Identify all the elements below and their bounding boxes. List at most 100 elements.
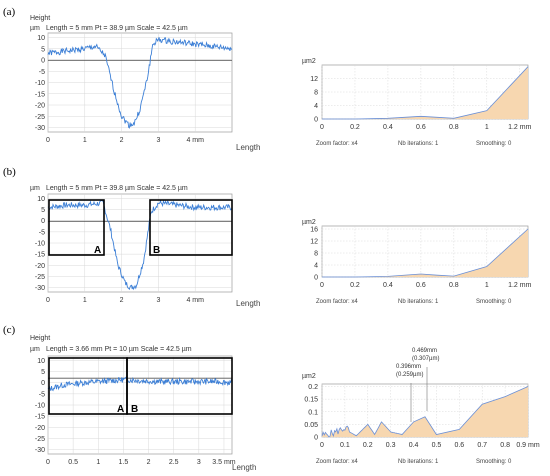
footer-iter-a: Nb iterations: 1 <box>398 141 439 147</box>
region-box-b <box>149 199 233 256</box>
y-tick-label: -30 <box>35 447 45 454</box>
y-tick-label: 0.1 <box>308 409 318 416</box>
y-tick-label: -10 <box>35 241 45 248</box>
x-tick-label: 1.5 <box>119 459 129 466</box>
spectrum-series-a <box>322 66 529 120</box>
x-tick-label: 0.5 <box>68 459 78 466</box>
spectrum-chart-a: µm2 12 8 4 00 0.2 0.4 0.6 0.8 1 1.2 mm Zoom facto… <box>302 58 532 147</box>
y-tick-label: 0 <box>41 218 45 225</box>
y-tick-label: -15 <box>35 91 45 98</box>
x-tick-label: 1 <box>485 124 489 131</box>
footer-zoom-c: Zoom factor: x4 <box>316 459 358 465</box>
y-tick-label: 0 <box>314 275 318 282</box>
x-tick-label: 0 <box>320 282 324 289</box>
y-tick-label: -5 <box>39 229 45 236</box>
y-tick-label: 10 <box>37 196 45 203</box>
y-tick-label: -25 <box>35 274 45 281</box>
y-tick-label: 16 <box>310 227 318 234</box>
y-tick-label: -20 <box>35 425 45 432</box>
region-box-a <box>48 199 105 256</box>
profile-header-a: Length = 5 mm Pt = 38.9 µm Scale = 42.5 … <box>46 25 188 32</box>
y-tick-label: -25 <box>35 114 45 121</box>
x-tick-label: 0.8 <box>449 282 459 289</box>
y-tick-label: -30 <box>35 285 45 292</box>
x-tick-label: 0.7 <box>477 442 487 449</box>
x-tick-label: 1 <box>83 137 87 144</box>
x-tick-label: 0.6 <box>416 124 426 131</box>
y-tick-label: -10 <box>35 80 45 87</box>
footer-zoom-b: Zoom factor: x4 <box>316 299 358 305</box>
spectrum-series-c <box>321 386 529 438</box>
region-label-b: B <box>153 245 160 256</box>
x-tick-label: 0 <box>320 124 324 131</box>
annotation-0469-val: (0.307µm) <box>412 356 439 362</box>
profile-title-c: Height <box>30 335 50 342</box>
footer-iter-c: Nb iterations: 1 <box>398 459 439 465</box>
footer-smooth-a: Smoothing: 0 <box>476 141 512 147</box>
x-tick-label: 0.8 <box>500 442 510 449</box>
y-tick-label: 0.15 <box>304 397 318 404</box>
x-tick-label: 3 <box>156 137 160 144</box>
x-tick-label: 0.1 <box>340 442 350 449</box>
y-tick-label: 5 <box>41 46 45 53</box>
x-tick-label: 1 <box>83 297 87 304</box>
annotation-0396-pos: 0.396mm <box>396 364 421 370</box>
footer-smooth-c: Smoothing: 0 <box>476 459 512 465</box>
y-tick-label: 0 <box>41 380 45 387</box>
spectrum-unit-a: µm2 <box>302 58 316 65</box>
x-tick-label: 0.3 <box>386 442 396 449</box>
x-tick-label: 1 <box>485 282 489 289</box>
panel-label-a: (a) <box>3 6 16 18</box>
profile-header-b: Length = 5 mm Pt = 39.8 µm Scale = 42.5 … <box>46 185 188 192</box>
y-tick-label: -5 <box>39 69 45 76</box>
x-tick-label: 0 <box>46 459 50 466</box>
x-tick-label: 1 <box>96 459 100 466</box>
profile-series-c <box>47 376 233 392</box>
spectrum-chart-c: µm2 0.2 0.15 0.1 0.05 00 0.1 0.2 0.3 0.4 0.5 0.6 0.… <box>302 348 540 465</box>
spectrum-area-c <box>322 386 528 437</box>
spectrum-unit-c: µm2 <box>302 373 316 380</box>
x-tick-label: 0.8 <box>449 124 459 131</box>
x-tick-label: 0.6 <box>416 282 426 289</box>
x-tick-label: 4 mm <box>186 297 204 304</box>
x-tick-label: 0.6 <box>454 442 464 449</box>
profile-chart-c: Height µm Length = 3.66 mm Pt = 10 µm Sc… <box>30 335 256 472</box>
spectrum-chart-b: µm2 16 12 8 4 00 0.2 0.4 0.6 0.8 1 1.2 mm Zoom fac… <box>302 219 532 305</box>
x-tick-label: 0.5 <box>432 442 442 449</box>
y-tick-label: 0 <box>314 117 318 124</box>
panel-label-b: (b) <box>3 166 16 178</box>
y-tick-label: 5 <box>41 369 45 376</box>
xlabel-c: Length <box>232 463 256 472</box>
y-tick-label: -15 <box>35 252 45 259</box>
profile-unit-c: µm <box>30 346 40 353</box>
profile-chart-a: Height µm Length = 5 mm Pt = 38.9 µm Sca… <box>30 15 260 152</box>
x-tick-label: 4 mm <box>186 137 204 144</box>
spectrum-series-b <box>322 228 529 278</box>
y-tick-label: 8 <box>314 90 318 97</box>
x-tick-label: 0.2 <box>363 442 373 449</box>
profile-unit-b: µm <box>30 185 40 192</box>
panel-label-c: (c) <box>3 324 16 336</box>
x-tick-label: 1.2 mm <box>508 124 532 131</box>
y-tick-label: 0 <box>41 58 45 65</box>
y-tick-label: 8 <box>314 251 318 258</box>
region-label-a: A <box>94 245 101 256</box>
x-tick-label: 0 <box>320 442 324 449</box>
x-tick-label: 1.2 mm <box>508 282 532 289</box>
footer-zoom-a: Zoom factor: x4 <box>316 141 358 147</box>
profile-chart-b: µm Length = 5 mm Pt = 39.8 µm Scale = 42… <box>30 185 260 308</box>
region-box-b <box>126 357 233 415</box>
y-tick-label: -20 <box>35 103 45 110</box>
y-tick-label: 0.05 <box>304 422 318 429</box>
profile-series-a <box>47 37 233 129</box>
y-tick-label: -30 <box>35 125 45 132</box>
x-tick-label: 0.2 <box>350 124 360 131</box>
y-tick-label: -10 <box>35 403 45 410</box>
x-tick-label: 2 <box>147 459 151 466</box>
x-tick-label: 0 <box>46 297 50 304</box>
x-tick-label: 3.5 mm <box>212 459 236 466</box>
profile-header-c: Length = 3.66 mm Pt = 10 µm Scale = 42.5… <box>46 346 192 353</box>
y-tick-label: 5 <box>41 207 45 214</box>
x-tick-label: 0 <box>46 137 50 144</box>
